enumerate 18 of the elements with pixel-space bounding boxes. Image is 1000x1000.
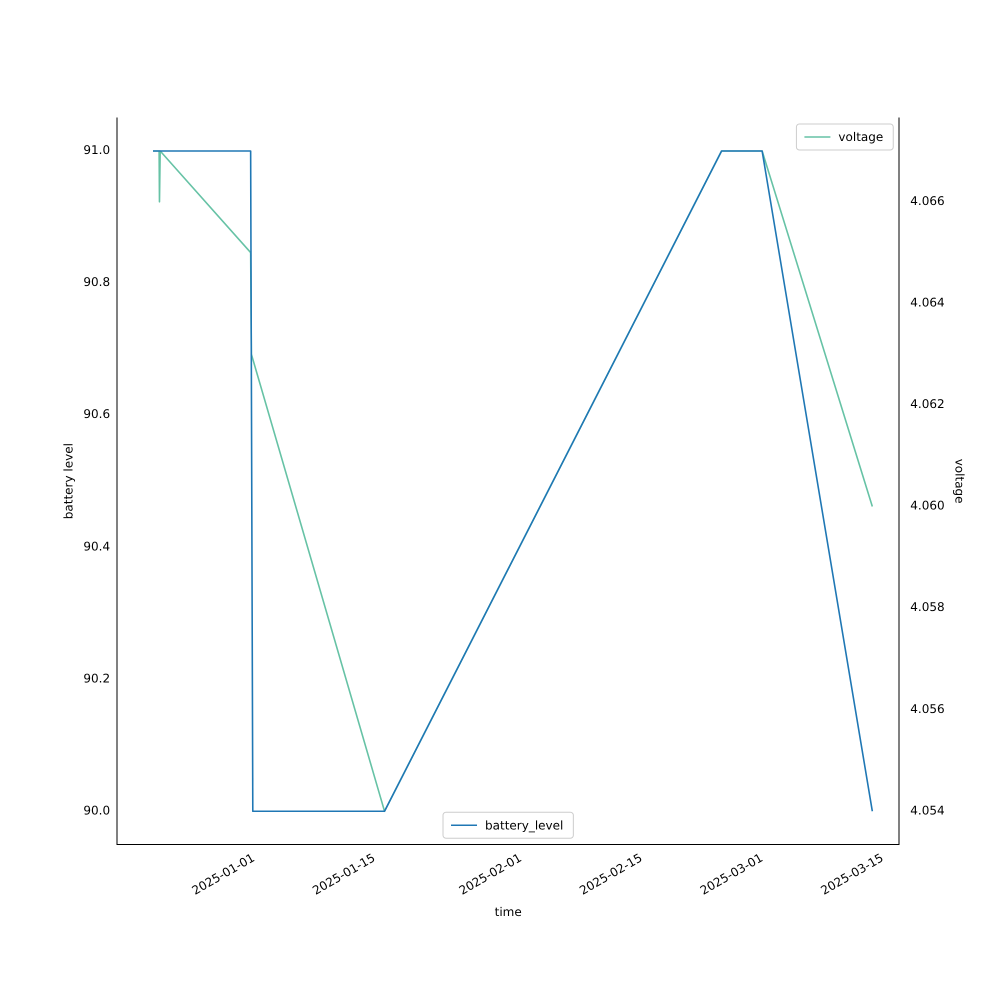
y-tick-label: 90.6 <box>83 407 110 422</box>
y-tick-label: 90.8 <box>83 275 110 290</box>
y-tick-label: 91.0 <box>83 143 110 158</box>
y-tick-label: 90.2 <box>83 671 110 686</box>
y-axis-title: battery level <box>61 443 76 520</box>
y2-tick-label: 4.062 <box>910 397 945 412</box>
y2-tick-label: 4.064 <box>910 296 945 310</box>
y2-axis-title: voltage <box>952 458 967 504</box>
y-tick-label: 90.4 <box>83 539 110 554</box>
x-axis-title: time <box>494 904 522 919</box>
y2-tick-label: 4.056 <box>910 702 945 716</box>
legend-label: battery_level <box>485 818 564 832</box>
y2-tick-label: 4.054 <box>910 803 945 818</box>
y2-tick-label: 4.060 <box>910 498 945 513</box>
y2-tick-label: 4.058 <box>910 600 945 614</box>
y2-tick-label: 4.066 <box>910 194 945 208</box>
legend-label: voltage <box>838 130 884 144</box>
y-tick-label: 90.0 <box>83 803 110 818</box>
